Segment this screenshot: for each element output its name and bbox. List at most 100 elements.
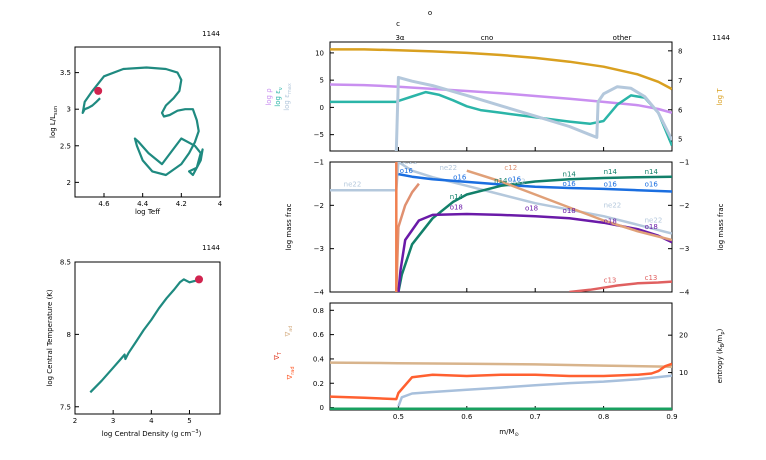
mid-line-o16 xyxy=(398,172,672,193)
top-line-T xyxy=(330,48,672,91)
mid-series-label-ne22: ne22 xyxy=(400,158,418,166)
mid-y-tick-label: −2 xyxy=(314,202,324,210)
rhot-current-marker xyxy=(195,275,204,284)
bot-y-tick-label: 0.8 xyxy=(313,307,324,315)
rhot-x-tick-label: 4 xyxy=(149,417,154,425)
rhot-model-number: 1144 xyxy=(202,244,220,252)
top-y-tick-label: 10 xyxy=(315,49,324,57)
mid-line-o18 xyxy=(397,212,672,292)
top-right-tick-label: 7 xyxy=(678,77,682,85)
mid-y-tick-label: −4 xyxy=(314,289,325,297)
hr-x-tick-label: 4 xyxy=(218,200,223,208)
bot-series-group xyxy=(330,361,672,410)
mid-series-label-o18: o18 xyxy=(450,204,463,212)
top-right-tick-label: 5 xyxy=(678,136,682,144)
top-right-axis-label: log T xyxy=(716,88,724,106)
rhot-x-tick-label: 2 xyxy=(73,417,77,425)
hr-x-tick-label: 4.2 xyxy=(176,200,187,208)
mid-y-tick-label: −1 xyxy=(314,159,324,167)
top-burn-label-o: o xyxy=(428,9,432,17)
top-line-eps xyxy=(330,90,672,147)
top-burn-label-cno: cno xyxy=(481,34,494,42)
rhot-y-tick-label: 7.5 xyxy=(60,403,71,411)
rhot-y-tick-label: 8 xyxy=(67,331,71,339)
bot-left-axis-label: ∇ad xyxy=(284,326,294,338)
hr-frame xyxy=(74,46,221,198)
top-line-rho xyxy=(330,83,672,115)
hr-current-marker xyxy=(94,86,103,95)
mid-panel-frame xyxy=(329,161,673,293)
bot-y-tick-label: 0 xyxy=(320,404,324,412)
top-burn-label-3a: 3α xyxy=(395,34,404,42)
top-line-epsmax xyxy=(394,75,672,151)
hr-y-axis-label: log L/Lsun xyxy=(49,106,59,138)
mid-y-axis-label: log mass frac xyxy=(285,203,293,250)
bot-left-axis-label: ∇T xyxy=(273,351,283,361)
mid-series-label-c13: c13 xyxy=(604,276,617,284)
hr-y-tick-label: 2 xyxy=(67,179,71,187)
mid-series-label-o16: o16 xyxy=(604,181,618,189)
mid-series-label-n14: n14 xyxy=(645,168,659,176)
bot-panel-frame xyxy=(329,302,673,411)
mid-line-he4 xyxy=(466,169,672,242)
mid-y-tick-label: −3 xyxy=(314,245,324,253)
mid-series-label-n14: n14 xyxy=(450,193,464,201)
top-left-axis-label: log εν xyxy=(274,87,284,107)
hr-y-tick-label: 3.5 xyxy=(60,69,71,77)
mid-series-label-ne22: ne22 xyxy=(344,180,362,188)
top-right-tick-label: 6 xyxy=(678,106,683,114)
mid-right-tick-label: −2 xyxy=(679,202,689,210)
mid-series-label-o18: o18 xyxy=(525,205,538,213)
mid-series-label-ne22: ne22 xyxy=(645,217,663,225)
top-left-axis-label: log ρ xyxy=(265,88,273,106)
top-burn-label-other: other xyxy=(613,34,632,42)
top-series-group xyxy=(330,48,672,151)
hr-x-tick-label: 4.6 xyxy=(98,200,110,208)
bot-x-tick-label: 0.9 xyxy=(666,413,677,421)
bot-y-tick-label: 0.6 xyxy=(313,331,325,339)
top-right-tick-label: 8 xyxy=(678,47,682,55)
mid-series-label-n14: n14 xyxy=(563,170,577,178)
mid-series-label-ne22: ne22 xyxy=(439,164,457,172)
bot-left-axis-label: ∇rad xyxy=(286,367,296,381)
rhot-frame xyxy=(74,261,221,415)
mid-line-c12 xyxy=(395,182,420,292)
mid-line-n14 xyxy=(397,175,672,292)
bot-right-tick-label: 10 xyxy=(679,369,688,377)
mid-series-label-c13: c13 xyxy=(645,274,658,282)
mid-series-label-n14: n14 xyxy=(604,168,618,176)
bot-y-tick-label: 0.2 xyxy=(313,380,324,388)
rhot-x-axis-label: log Central Density (g cm−3) xyxy=(102,429,202,438)
rhot-y-tick-label: 8.5 xyxy=(60,259,71,267)
bot-y-tick-label: 0.4 xyxy=(313,355,325,363)
top-y-tick-label: 5 xyxy=(320,77,324,85)
mid-right-tick-label: −3 xyxy=(679,245,689,253)
hr-y-tick-label: 2.5 xyxy=(60,142,71,150)
mid-series-label-o16: o16 xyxy=(563,180,577,188)
mid-right-tick-label: −1 xyxy=(679,159,689,167)
mid-series-label-o18: o18 xyxy=(604,218,617,226)
profile-model-number: 1144 xyxy=(712,34,730,42)
top-burn-label-c: c xyxy=(396,20,400,28)
bot-line-grad_ad xyxy=(330,361,672,369)
top-panel-frame xyxy=(329,41,673,152)
bot-x-tick-label: 0.8 xyxy=(598,413,609,421)
bot-line-grad_rad xyxy=(330,362,672,401)
hr-x-axis-label: log Teff xyxy=(135,208,160,216)
mid-series-label-ne22: ne22 xyxy=(508,178,526,186)
rhot-x-tick-label: 5 xyxy=(187,417,191,425)
bot-x-tick-label: 0.7 xyxy=(530,413,541,421)
bot-right-tick-label: 20 xyxy=(679,332,688,340)
hr-y-tick-label: 3 xyxy=(67,106,71,114)
mid-series-label-o16: o16 xyxy=(400,167,414,175)
mid-series-label-o18: o18 xyxy=(645,223,658,231)
bot-right-axis-label: entropy (kB/mp) xyxy=(716,328,726,383)
mid-series-label-c12: c12 xyxy=(504,164,517,172)
hr-x-tick-label: 4.4 xyxy=(137,200,149,208)
hr-track-line xyxy=(81,66,204,177)
mid-series-label-n14: n14 xyxy=(494,177,508,185)
mid-series-group: ne22 ne22 ne22 ne22 ne22 ne22 c12 o16 o16 o16 o16 o… xyxy=(330,158,672,292)
bot-x-axis-label: m/M⊙ xyxy=(499,428,518,438)
top-y-tick-label: 0 xyxy=(320,104,324,112)
top-y-tick-label: −5 xyxy=(314,131,324,139)
